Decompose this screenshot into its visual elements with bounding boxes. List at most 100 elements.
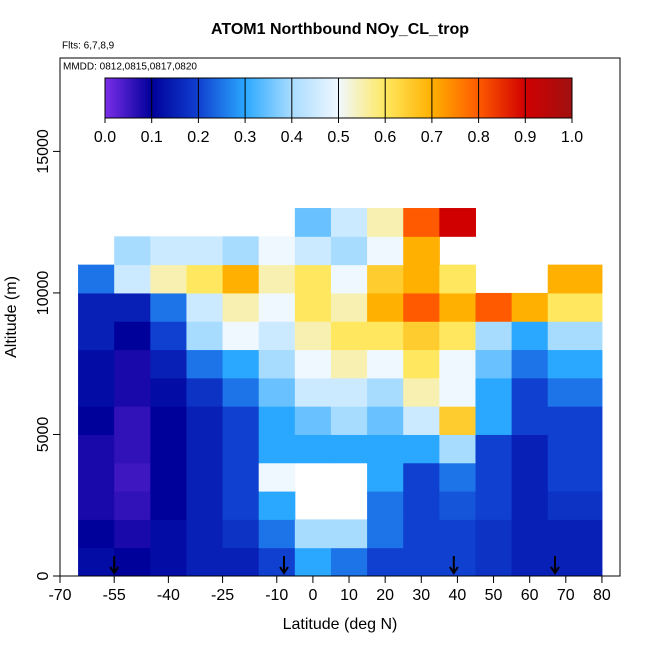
heatmap-cell (114, 519, 151, 549)
heatmap-cell (439, 208, 476, 237)
heatmap-cell (150, 349, 187, 379)
flight-arrow (448, 556, 459, 575)
heatmap-cell (78, 491, 115, 520)
heatmap-cell (367, 547, 404, 577)
heatmap-cell (150, 377, 187, 407)
heatmap-cell (294, 264, 332, 294)
x-tick-label: 70 (557, 587, 575, 604)
heatmap-cell (294, 519, 332, 549)
heatmap-cell (475, 519, 513, 549)
heatmap-cell (475, 349, 513, 379)
heatmap-cell (475, 321, 513, 351)
heatmap-cell (439, 321, 476, 351)
colorbar-tick-label: 0.9 (514, 129, 536, 146)
heatmap-cell (258, 292, 296, 322)
heatmap-cell (114, 292, 151, 322)
heatmap-cell (114, 462, 151, 492)
heatmap-cell (258, 377, 296, 407)
x-tick-label: 40 (449, 587, 467, 604)
heatmap-cell (258, 264, 296, 294)
heatmap-cell (403, 236, 440, 266)
heatmap-cell (150, 406, 187, 435)
heatmap-cell (114, 377, 151, 407)
heatmap-cell (330, 349, 368, 379)
heatmap-cell (222, 519, 260, 549)
heatmap-cell (475, 462, 513, 492)
heatmap-cell (114, 264, 151, 294)
heatmap-cell (367, 321, 404, 351)
heatmap-cell (439, 292, 476, 322)
heatmap-cell (439, 406, 476, 435)
heatmap-cell (258, 491, 296, 520)
heatmap-cell (150, 292, 187, 322)
heatmap-cell (330, 547, 368, 577)
heatmap-cell (511, 519, 549, 549)
heatmap-cell (78, 434, 115, 464)
plot-frame (59, 57, 621, 577)
heatmap-cell (78, 321, 115, 351)
heatmap-cell (150, 264, 187, 294)
heatmap-cell (78, 292, 115, 322)
heatmap-cell (222, 434, 260, 464)
heatmap-cell (439, 519, 476, 549)
heatmap-cell (475, 547, 513, 577)
heatmap-cell (547, 292, 603, 322)
heatmap-cell (330, 208, 368, 237)
heatmap-cell (547, 519, 603, 549)
heatmap-cell (330, 519, 368, 549)
chart-title: ATOM1 Northbound NOy_CL_trop (211, 21, 469, 38)
x-tick-label: 80 (593, 587, 611, 604)
heatmap-cell (186, 264, 224, 294)
heatmap-cell (258, 434, 296, 464)
heatmap-cell (222, 377, 260, 407)
heatmap-cell (330, 377, 368, 407)
heatmap-cell (511, 292, 549, 322)
heatmap-cell (367, 406, 404, 435)
heatmap-cell (222, 292, 260, 322)
heatmap-cell (367, 377, 404, 407)
heatmap-cell (186, 434, 224, 464)
heatmap-cell (439, 547, 476, 577)
x-tick-label: 0 (308, 587, 317, 604)
x-tick-label: 20 (376, 587, 394, 604)
heatmap-cell (78, 264, 115, 294)
heatmap-cell (547, 491, 603, 520)
heatmap-cell (258, 519, 296, 549)
heatmap-cell (367, 208, 404, 237)
heatmap-cell (511, 349, 549, 379)
heatmap-cell (78, 462, 115, 492)
x-tick-label: 60 (521, 587, 539, 604)
heatmap-cell (186, 519, 224, 549)
heatmap-cell (439, 349, 476, 379)
heatmap-cell (294, 349, 332, 379)
x-tick-label: -40 (157, 587, 180, 604)
heatmap-cell (114, 406, 151, 435)
flight-arrow (279, 556, 289, 575)
heatmap-cell (547, 462, 603, 492)
heatmap-cell (403, 406, 440, 435)
flight-arrow (550, 556, 560, 575)
y-axis-label: Altitude (m) (3, 276, 20, 358)
heatmap-cell (114, 547, 151, 577)
heatmap-cell (186, 406, 224, 435)
heatmap-cell (222, 491, 260, 520)
heatmap-cell (186, 236, 224, 266)
heatmap-cell (222, 547, 260, 577)
heatmap-cell (403, 519, 440, 549)
heatmap-cell (258, 349, 296, 379)
heatmap-cell (294, 434, 332, 464)
heatmap-cell (222, 349, 260, 379)
heatmap-cell (258, 406, 296, 435)
heatmap-cell (547, 321, 603, 351)
heatmap-cell (294, 236, 332, 266)
heatmap-cell (114, 236, 151, 266)
x-tick-label: -25 (211, 587, 234, 604)
colorbar-tick-label: 0.8 (467, 129, 489, 146)
heatmap-cell (114, 434, 151, 464)
colorbar-tick-label: 0.5 (327, 129, 349, 146)
heatmap-cell (114, 491, 151, 520)
heatmap-cell (78, 377, 115, 407)
heatmap-cell (547, 434, 603, 464)
heatmap-cell (186, 491, 224, 520)
heatmap-cell (439, 264, 476, 294)
